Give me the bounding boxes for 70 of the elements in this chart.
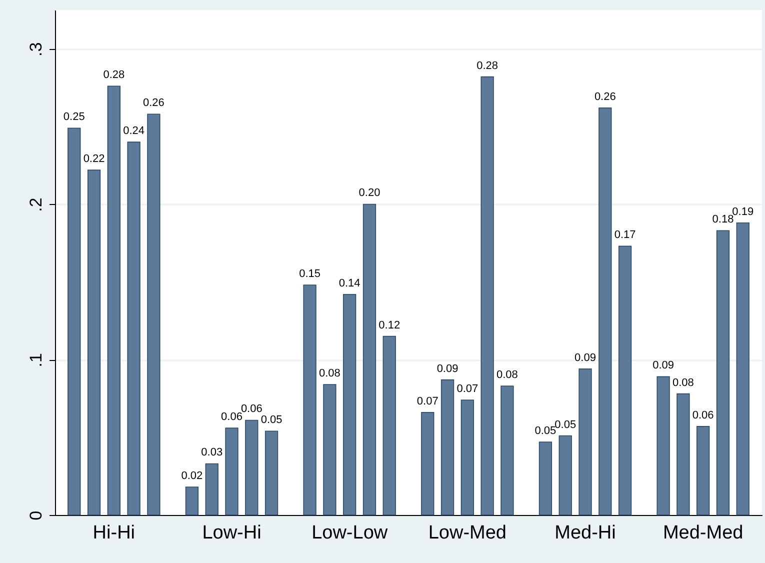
data-label: 0.07 (416, 395, 438, 408)
data-label: 0.28 (103, 69, 125, 82)
bar (656, 376, 670, 516)
data-label: 0.07 (456, 383, 478, 396)
bar (225, 428, 238, 516)
bar (558, 435, 572, 516)
data-label: 0.20 (358, 187, 380, 200)
bar (538, 442, 552, 516)
y-tick-label: 0 (26, 510, 46, 520)
bar (382, 336, 396, 516)
bar (68, 128, 81, 516)
bar (500, 386, 514, 516)
data-label: 0.06 (240, 403, 262, 416)
y-tick-label: .2 (26, 198, 46, 212)
bar (578, 368, 592, 516)
x-tick-label: Hi-Hi (92, 522, 136, 544)
bar (618, 246, 632, 516)
bar (716, 230, 730, 516)
x-tick-label: Low-Med (428, 522, 506, 544)
x-tick-label: Med-Med (662, 522, 744, 544)
data-label: 0.08 (496, 369, 518, 382)
data-label: 0.25 (63, 111, 85, 124)
bar (127, 142, 140, 516)
data-label: 0.02 (181, 470, 203, 482)
data-label: 0.22 (83, 153, 105, 166)
y-tick-label: .3 (26, 42, 46, 56)
x-tick-label: Low-Hi (202, 522, 262, 544)
data-label: 0.06 (692, 409, 714, 422)
data-label: 0.08 (318, 367, 340, 380)
bar (107, 86, 120, 516)
data-label: 0.08 (672, 376, 694, 389)
bar (147, 114, 160, 516)
x-tick-label: Med-Hi (554, 522, 616, 544)
data-label: 0.18 (712, 214, 734, 226)
data-label: 0.09 (436, 362, 458, 375)
bar (343, 294, 356, 516)
y-tick-label: .1 (26, 353, 46, 368)
bar (303, 284, 316, 516)
data-label: 0.06 (221, 410, 242, 423)
data-label: 0.15 (299, 268, 321, 280)
data-label: 0.19 (732, 206, 754, 218)
x-tick-label: Low-Low (312, 522, 388, 544)
bar (676, 393, 690, 516)
data-label: 0.28 (476, 60, 498, 72)
bar (205, 463, 218, 516)
data-label: 0.12 (378, 319, 400, 332)
bar (185, 486, 199, 516)
bar (696, 426, 710, 516)
data-label: 0.09 (574, 352, 596, 364)
bar (362, 204, 376, 516)
data-label: 0.14 (338, 277, 360, 290)
bar (440, 379, 454, 516)
data-label: 0.05 (554, 418, 576, 431)
bar (421, 412, 434, 516)
data-label: 0.17 (614, 229, 636, 242)
data-label: 0.03 (201, 446, 223, 459)
data-label: 0.05 (534, 424, 556, 437)
bar (87, 170, 101, 516)
data-label: 0.26 (142, 97, 164, 110)
bar (736, 222, 750, 516)
data-label: 0.05 (260, 414, 282, 426)
bar (480, 76, 494, 516)
bar (245, 420, 258, 516)
data-label: 0.09 (652, 360, 674, 372)
data-label: 0.24 (123, 125, 145, 138)
bar (460, 400, 474, 516)
bar (323, 384, 336, 516)
bar (264, 430, 278, 516)
data-label: 0.26 (594, 90, 616, 103)
bar (598, 107, 612, 516)
